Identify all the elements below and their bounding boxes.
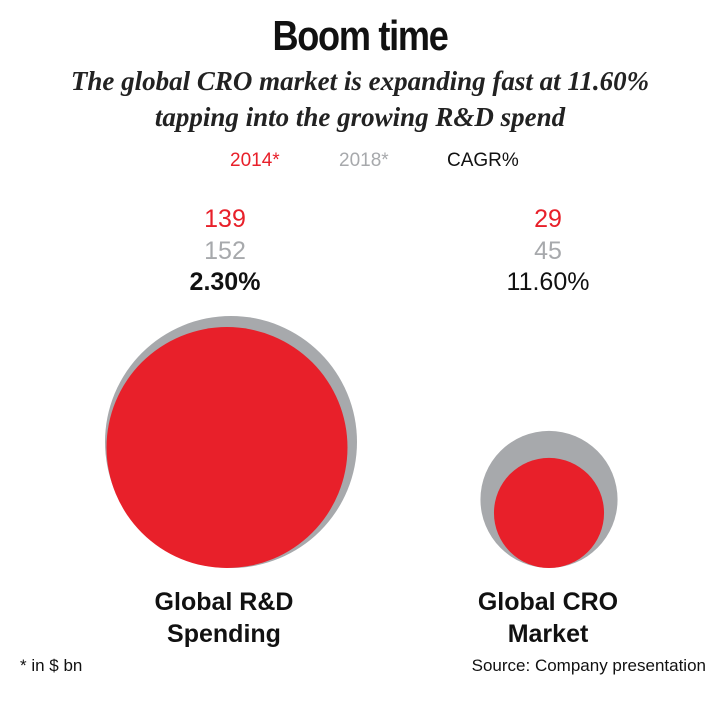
legend-item-2014: 2014* [230, 150, 280, 171]
bubble-2014-cro [493, 457, 605, 568]
bubble-2014-rd [106, 327, 348, 568]
category-label-cro-line-1: Global CRO [477, 588, 619, 616]
value-label-2014-rd: 139 [204, 205, 246, 233]
value-label-2018-cro: 45 [534, 237, 562, 265]
legend-item-2018: 2018* [339, 150, 389, 171]
category-label-rd: Global R&D Spending [94, 586, 354, 650]
chart-subtitle-line-2: tapping into the growing R&D spend [154, 102, 566, 132]
unit-footnote: * in $ bn [20, 656, 83, 675]
chart-title: Boom time [272, 12, 448, 59]
value-label-cagr-cro: 11.60% [506, 268, 590, 296]
value-label-2014-cro: 29 [534, 205, 562, 233]
category-label-rd-line-2: Spending [167, 620, 281, 648]
legend-item-cagr: CAGR% [447, 150, 519, 171]
source-note: Source: Company presentation [471, 656, 706, 675]
value-label-2018-rd: 152 [204, 237, 246, 265]
value-label-cagr-rd: 2.30% [189, 268, 261, 296]
category-label-cro-line-2: Market [507, 620, 589, 648]
category-label-cro: Global CRO Market [418, 586, 678, 650]
chart-subtitle-line-1: The global CRO market is expanding fast … [70, 66, 650, 96]
category-label-rd-line-1: Global R&D [154, 588, 294, 616]
